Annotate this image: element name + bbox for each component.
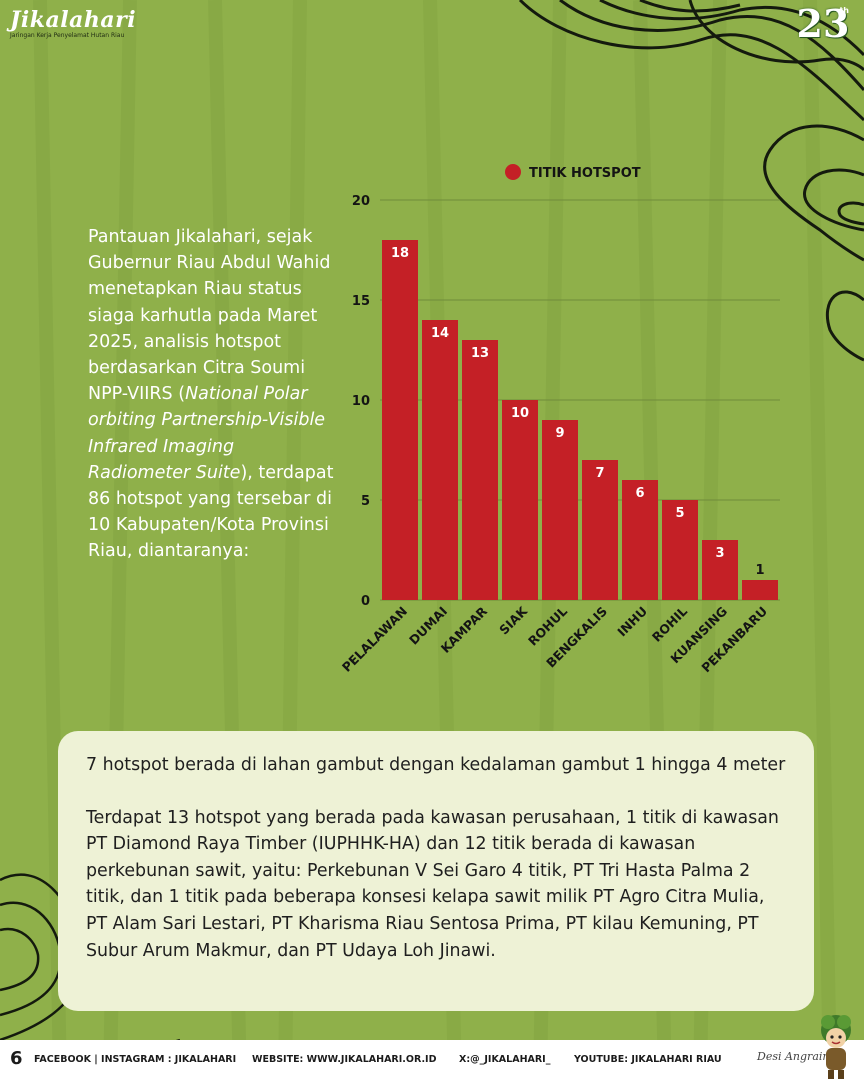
- chart-legend: TITIK HOTSPOT: [505, 164, 641, 181]
- intro-text-italic: National Polar orbiting Partnership-Visi…: [88, 384, 326, 483]
- anniversary-number: 23: [796, 1, 850, 46]
- legend-label: TITIK HOTSPOT: [529, 166, 641, 181]
- y-axis-ticks: 0 5 10 15 20: [352, 194, 370, 609]
- page-number: 6: [10, 1048, 23, 1069]
- bar-value-label: 10: [511, 406, 529, 421]
- footer: 6 FACEBOOK | INSTAGRAM : JIKALAHARI WEBS…: [0, 1040, 864, 1080]
- bar-value-label: 9: [555, 426, 564, 441]
- x-tick-label: INHU: [614, 604, 650, 640]
- intro-text-2: ), terdapat 86 hotspot yang tersebar di …: [88, 462, 334, 562]
- bar-siak: [502, 400, 538, 600]
- y-tick-label: 10: [352, 394, 370, 409]
- info-paragraph-peat: 7 hotspot berada di lahan gambut dengan …: [86, 755, 786, 775]
- bar-value-label: 18: [391, 246, 409, 261]
- brand-tagline: Jaringan Kerja Penyelamat Hutan Riau: [10, 32, 125, 39]
- bar-pekanbaru: [742, 580, 778, 600]
- footer-social[interactable]: FACEBOOK | INSTAGRAM : JIKALAHARI: [34, 1054, 237, 1065]
- author-signature: Desi Angraini: [757, 1050, 833, 1063]
- brand-name: Jikalahari: [10, 7, 137, 33]
- bar-inhu: [622, 480, 658, 600]
- bar-rohul: [542, 420, 578, 600]
- bar-value-label: 13: [471, 346, 489, 361]
- y-tick-label: 20: [352, 194, 370, 209]
- bar-rohil: [662, 500, 698, 600]
- bar-value-label: 1: [755, 563, 764, 578]
- bar-value-label: 5: [675, 506, 684, 521]
- legend-marker: [505, 164, 521, 180]
- bar-value-label: 7: [595, 466, 604, 481]
- y-tick-label: 0: [361, 594, 370, 609]
- bar-value-label: 14: [431, 326, 449, 341]
- chart-bars: 18 14 13 10 9 7 6 5 3 1: [382, 240, 778, 600]
- bar-value-label: 6: [635, 486, 644, 501]
- bar-pelalawan: [382, 240, 418, 600]
- bar-value-label: 3: [715, 546, 724, 561]
- anniversary-suffix: th: [839, 6, 849, 15]
- bar-kuansing: [702, 540, 738, 600]
- footer-x-handle[interactable]: X:@_JIKALAHARI_: [459, 1054, 551, 1065]
- mascot-icon: [821, 1015, 851, 1079]
- footer-youtube[interactable]: YOUTUBE: JIKALAHARI RIAU: [574, 1054, 722, 1065]
- info-box: 7 hotspot berada di lahan gambut dengan …: [58, 731, 814, 1011]
- x-tick-label: PELALAWAN: [339, 604, 410, 675]
- x-tick-label: SIAK: [496, 603, 531, 638]
- brand-logo: Jikalahari Jaringan Kerja Penyelamat Hut…: [10, 7, 137, 40]
- intro-text-1: Pantauan Jikalahari, sejak Gubernur Riau…: [88, 227, 331, 405]
- bar-dumai: [422, 320, 458, 600]
- y-tick-label: 15: [352, 294, 370, 309]
- bar-kampar: [462, 340, 498, 600]
- y-tick-label: 5: [361, 494, 370, 509]
- info-paragraph-concessions: Terdapat 13 hotspot yang berada pada kaw…: [86, 807, 779, 961]
- anniversary-badge: 23 th: [795, 2, 851, 78]
- bar-bengkalis: [582, 460, 618, 600]
- hotspot-bar-chart: TITIK HOTSPOT 0 5 10 15 20 18 14 13 10 9 7 6 5 3 1 PE…: [339, 164, 780, 676]
- intro-paragraph: Pantauan Jikalahari, sejak Gubernur Riau…: [88, 224, 338, 565]
- footer-website[interactable]: WEBSITE: WWW.JIKALAHARI.OR.ID: [252, 1054, 437, 1065]
